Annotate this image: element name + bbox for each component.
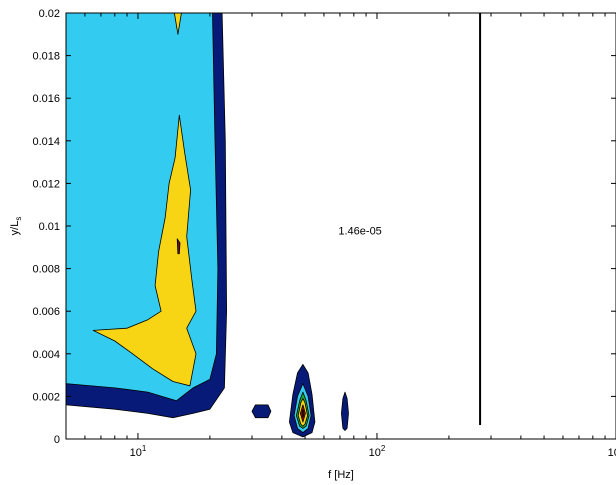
y-axis: 0 0.002 0.004 0.006 0.008 0.01 0.012 0.014 0.016… xyxy=(32,8,616,446)
contour-region-brown xyxy=(301,408,305,419)
y-axis-title-text: y/Ls xyxy=(9,217,23,236)
y-tick-label: 0.004 xyxy=(32,349,60,361)
y-tick-label: 0.02 xyxy=(39,8,60,20)
contour-regions xyxy=(66,13,349,438)
y-tick-label: 0.012 xyxy=(32,178,60,190)
y-tick-label: 0.016 xyxy=(32,93,60,105)
contour-region-brown xyxy=(176,238,181,255)
contour-region-navy xyxy=(251,404,272,419)
y-tick-label: 0.014 xyxy=(32,136,60,148)
contour-region-yellow xyxy=(173,13,182,35)
y-axis-title-subscript: s xyxy=(14,217,23,221)
x-axis: 101 102 103 xyxy=(65,13,616,459)
x-tick-label: 102 xyxy=(369,444,386,459)
y-tick-label: 0.002 xyxy=(32,391,60,403)
contour-annotation: 1.46e-05 xyxy=(338,225,381,237)
y-tick-label: 0.008 xyxy=(32,264,60,276)
x-tick-label: 103 xyxy=(608,444,616,459)
x-tick-label: 101 xyxy=(130,444,147,459)
contour-region-yellow xyxy=(92,114,197,387)
y-tick-label: 0.018 xyxy=(32,51,60,63)
y-axis-title: y/Ls xyxy=(9,217,23,236)
y-axis-title-main: y/L xyxy=(9,221,21,236)
contour-region-navy xyxy=(340,391,349,431)
y-tick-label: 0.006 xyxy=(32,306,60,318)
y-tick-label: 0 xyxy=(54,434,60,446)
y-tick-label: 0.01 xyxy=(39,221,60,233)
x-axis-title: f [Hz] xyxy=(328,469,354,481)
